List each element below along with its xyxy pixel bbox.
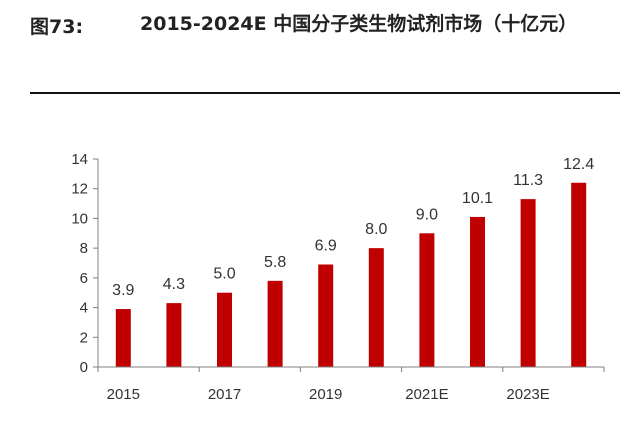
y-tick-label: 2	[80, 329, 88, 346]
y-tick-label: 12	[71, 181, 88, 198]
data-label: 6.9	[315, 237, 337, 254]
figure-number: 图73:	[30, 16, 84, 38]
title-divider	[30, 92, 620, 94]
data-label: 12.4	[563, 156, 594, 173]
y-tick-label: 6	[80, 270, 88, 287]
bar-2022E	[470, 216, 485, 367]
x-tick-label: 2021E	[405, 386, 448, 403]
bar-2024E	[571, 182, 587, 367]
bars: 3.9 4.3 5.0 5.8 6.9 8.0 9.0 10.1 11.3 12.4	[112, 156, 594, 367]
bar-2017	[217, 292, 232, 367]
data-label: 8.0	[365, 221, 387, 238]
bar-2023E	[520, 199, 536, 367]
bar-2019	[318, 264, 334, 367]
data-label: 9.0	[416, 206, 438, 223]
bar-2020	[368, 248, 384, 367]
bar-2018	[267, 280, 283, 367]
y-tick-label: 8	[80, 240, 88, 257]
x-tick-label: 2015	[107, 386, 140, 403]
data-label: 3.9	[112, 282, 134, 299]
bar-2016	[166, 303, 182, 367]
x-axis: 2015 2017 2019 2021E 2023E	[97, 366, 605, 403]
bar-2021E	[419, 233, 435, 367]
bar-2015	[115, 309, 131, 367]
data-label: 5.0	[213, 266, 235, 283]
x-tick-label: 2023E	[506, 386, 549, 403]
data-label: 4.3	[163, 276, 185, 293]
data-label: 11.3	[513, 172, 543, 189]
data-label: 10.1	[462, 190, 493, 207]
y-tick-label: 4	[80, 300, 88, 317]
x-tick-label: 2019	[309, 386, 342, 403]
y-tick-label: 10	[71, 210, 88, 227]
x-tick-label: 2017	[208, 386, 241, 403]
y-tick-label: 14	[71, 151, 88, 168]
data-label: 5.8	[264, 254, 286, 271]
chart-title: 2015-2024E 中国分子类生物试剂市场（十亿元）	[140, 13, 578, 35]
y-axis: 0 2 4 6 8 10 12 14	[71, 151, 99, 376]
y-tick-label: 0	[80, 359, 88, 376]
